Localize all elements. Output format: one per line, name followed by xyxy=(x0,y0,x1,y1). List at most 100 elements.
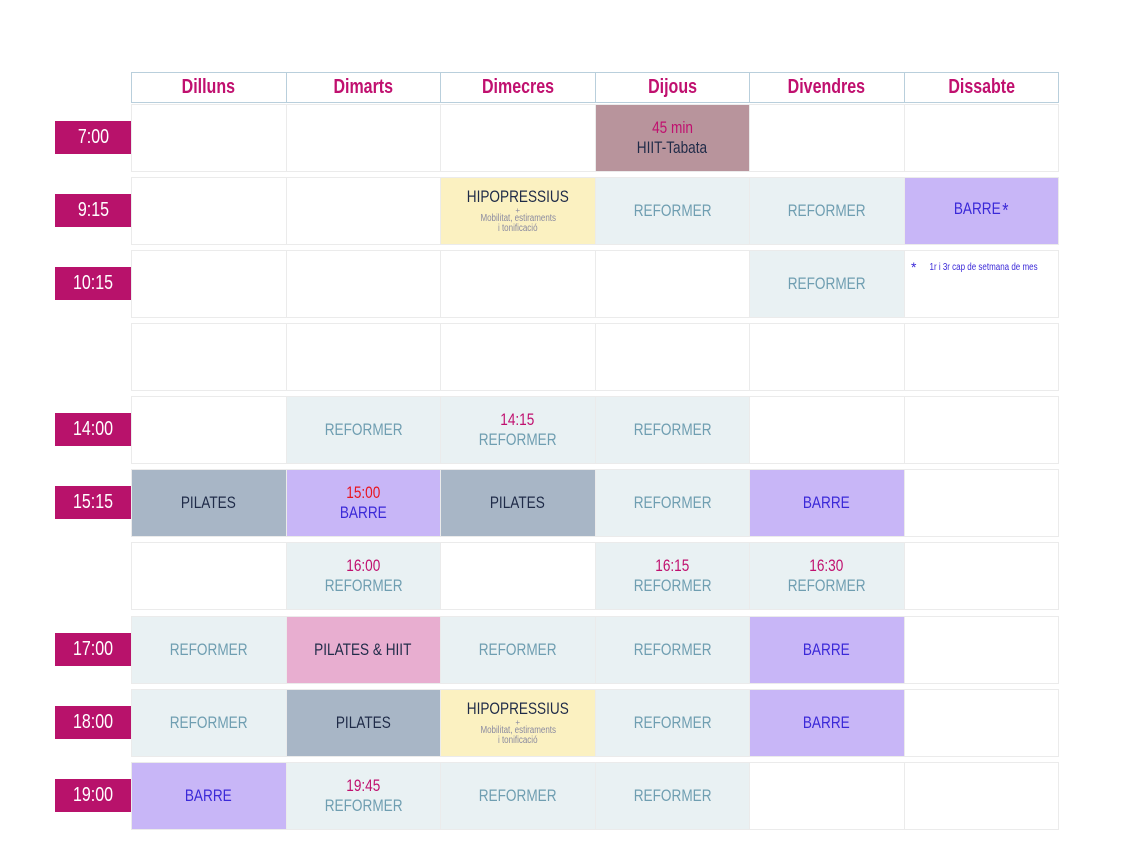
time-label: 15:15 xyxy=(55,486,132,519)
class-name: REFORMER xyxy=(169,639,248,659)
schedule-row xyxy=(131,323,1059,391)
class-name: PILATES xyxy=(490,492,546,512)
class-name: PILATES xyxy=(181,492,237,512)
class-cell: 19:45 REFORMER xyxy=(285,762,441,830)
time-label-text: 14:00 xyxy=(73,418,114,440)
class-name: REFORMER xyxy=(633,639,712,659)
class-cell: PILATES xyxy=(131,469,287,537)
class-name: REFORMER xyxy=(478,785,557,805)
class-name: REFORMER xyxy=(478,430,557,449)
schedule-row: REFORMER * 1r i 3r cap de setmana de mes xyxy=(131,250,1059,318)
class-cell: HIPOPRESSIUS + Mobilitat, estiraments i ton… xyxy=(440,689,596,757)
empty-slot xyxy=(131,177,287,245)
plus-sign: + xyxy=(515,205,521,215)
class-name: HIPOPRESSIUS xyxy=(466,699,569,719)
class-name: BARRE xyxy=(803,712,851,732)
class-name: REFORMER xyxy=(478,639,557,659)
empty-slot xyxy=(903,104,1059,172)
class-cell: BARRE xyxy=(749,616,905,684)
time-label-text: 19:00 xyxy=(73,784,114,806)
class-time: 16:00 xyxy=(346,555,381,575)
class-name: REFORMER xyxy=(169,712,248,732)
empty-slot xyxy=(440,323,596,391)
class-cell: PILATES xyxy=(440,469,596,537)
asterisk-icon: * xyxy=(1002,200,1009,222)
class-name: PILATES & HIIT xyxy=(314,639,412,659)
class-name: REFORMER xyxy=(787,576,866,595)
empty-slot xyxy=(903,542,1059,610)
class-time: 14:15 xyxy=(500,409,535,429)
class-cell: BARRE xyxy=(749,469,905,537)
class-name: REFORMER xyxy=(633,712,712,732)
day-header-dilluns: Dilluns xyxy=(132,73,287,102)
time-label-text: 17:00 xyxy=(73,638,114,660)
class-cell: BARRE xyxy=(131,762,287,830)
empty-slot xyxy=(903,323,1059,391)
time-label: 19:00 xyxy=(55,779,132,812)
class-time: 45 min xyxy=(651,117,693,137)
schedule-row: PILATES 15:00 BARRE PILATES REFORMER BARRE xyxy=(131,469,1059,537)
class-cell: 14:15 REFORMER xyxy=(440,396,596,464)
time-label-text: 10:15 xyxy=(73,272,114,294)
class-name: PILATES xyxy=(335,712,391,732)
empty-slot xyxy=(749,104,905,172)
class-cell: 16:30 REFORMER xyxy=(749,542,905,610)
class-name: BARRE xyxy=(803,639,851,659)
time-label-text: 7:00 xyxy=(77,126,110,148)
time-label-text: 18:00 xyxy=(73,711,114,733)
class-name: REFORMER xyxy=(324,576,403,595)
empty-slot xyxy=(131,396,287,464)
class-cell: REFORMER xyxy=(594,177,750,245)
class-description: i tonificació xyxy=(497,735,538,747)
class-cell: 45 min HIIT-Tabata xyxy=(594,104,750,172)
class-cell: 16:00 REFORMER xyxy=(285,542,441,610)
class-name: BARRE xyxy=(339,503,387,522)
empty-slot xyxy=(594,250,750,318)
class-time: 19:45 xyxy=(346,775,381,795)
day-header-dijous: Dijous xyxy=(596,73,750,102)
class-cell: 15:00 BARRE xyxy=(285,469,441,537)
time-label: 7:00 xyxy=(55,121,132,154)
schedule-row: BARRE 19:45 REFORMER REFORMER REFORMER xyxy=(131,762,1059,830)
class-cell: REFORMER xyxy=(749,177,905,245)
schedule-note: * 1r i 3r cap de setmana de mes xyxy=(905,259,1059,276)
time-label: 14:00 xyxy=(55,413,132,446)
empty-slot xyxy=(131,542,287,610)
class-cell: PILATES xyxy=(285,689,441,757)
class-time: 16:15 xyxy=(655,555,690,575)
empty-slot xyxy=(440,250,596,318)
class-cell: REFORMER xyxy=(594,469,750,537)
class-name: REFORMER xyxy=(633,200,712,220)
class-cell: REFORMER xyxy=(594,689,750,757)
time-label: 9:15 xyxy=(55,194,132,227)
time-label-text: 9:15 xyxy=(77,199,110,221)
class-cell: REFORMER xyxy=(131,689,287,757)
empty-slot xyxy=(285,250,441,318)
schedule-row: REFORMER PILATES HIPOPRESSIUS + Mobilitat, e… xyxy=(131,689,1059,757)
schedule-row: HIPOPRESSIUS + Mobilitat, estiraments i ton… xyxy=(131,177,1059,245)
time-label: 17:00 xyxy=(55,633,132,666)
plus-sign: + xyxy=(515,717,521,727)
class-cell: BARRE xyxy=(749,689,905,757)
empty-slot xyxy=(285,177,441,245)
time-label-text: 15:15 xyxy=(73,491,114,513)
empty-slot xyxy=(903,396,1059,464)
class-name: BARRE* xyxy=(953,199,1009,222)
empty-slot xyxy=(749,396,905,464)
class-cell: REFORMER xyxy=(594,396,750,464)
note-text: 1r i 3r cap de setmana de mes xyxy=(929,262,1039,274)
day-header-dimarts: Dimarts xyxy=(287,73,441,102)
asterisk-icon: * xyxy=(910,259,917,275)
class-name: BARRE xyxy=(185,785,233,805)
empty-slot xyxy=(903,689,1059,757)
day-header-dimecres: Dimecres xyxy=(441,73,596,102)
class-name: REFORMER xyxy=(324,796,403,815)
empty-slot xyxy=(903,469,1059,537)
schedule-row: 45 min HIIT-Tabata xyxy=(131,104,1059,172)
day-header-divendres: Divendres xyxy=(750,73,905,102)
schedule-row: 16:00 REFORMER 16:15 REFORMER 16:30 REFORMER xyxy=(131,542,1059,610)
schedule-row: REFORMER 14:15 REFORMER REFORMER xyxy=(131,396,1059,464)
class-description: i tonificació xyxy=(497,223,538,235)
class-description: Mobilitat, estiraments xyxy=(479,212,556,224)
class-name: REFORMER xyxy=(633,785,712,805)
